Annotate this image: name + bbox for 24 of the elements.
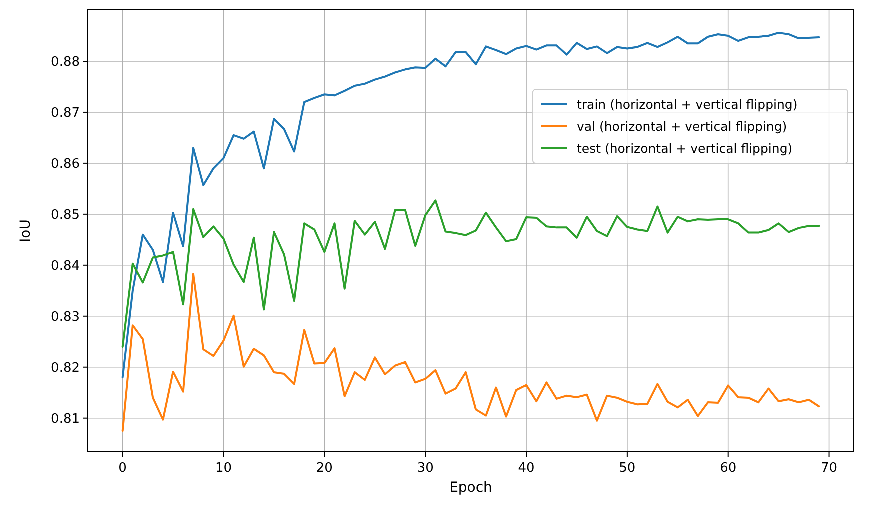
x-tick-label: 50	[619, 461, 636, 476]
y-tick-label: 0.86	[51, 157, 80, 172]
x-tick-label: 30	[417, 461, 434, 476]
y-tick-label: 0.87	[51, 106, 80, 122]
x-axis-title: Epoch	[450, 480, 492, 496]
y-tick-label: 0.82	[51, 360, 80, 376]
line-series	[122, 200, 820, 348]
x-tick-label: 40	[518, 461, 535, 476]
y-tick-label: 0.81	[51, 412, 80, 427]
x-tick-label: 10	[215, 461, 232, 476]
x-tick-label: 60	[720, 461, 737, 476]
legend-label: val (horizontal + vertical flipping)	[577, 118, 788, 134]
legend-label: train (horizontal + vertical flipping)	[577, 96, 798, 112]
legend-label: test (horizontal + vertical flipping)	[577, 140, 793, 156]
y-tick-label: 0.85	[51, 208, 80, 223]
x-tick-label: 70	[821, 461, 838, 476]
y-tick-label: 0.83	[51, 310, 80, 325]
line-series	[122, 32, 820, 379]
y-tick-label: 0.84	[51, 258, 80, 274]
y-tick-label: 0.88	[51, 55, 80, 70]
x-tick-label: 0	[118, 461, 127, 476]
y-axis-title: IoU	[18, 220, 34, 242]
line-series	[122, 273, 820, 432]
x-tick-label: 20	[316, 461, 333, 476]
